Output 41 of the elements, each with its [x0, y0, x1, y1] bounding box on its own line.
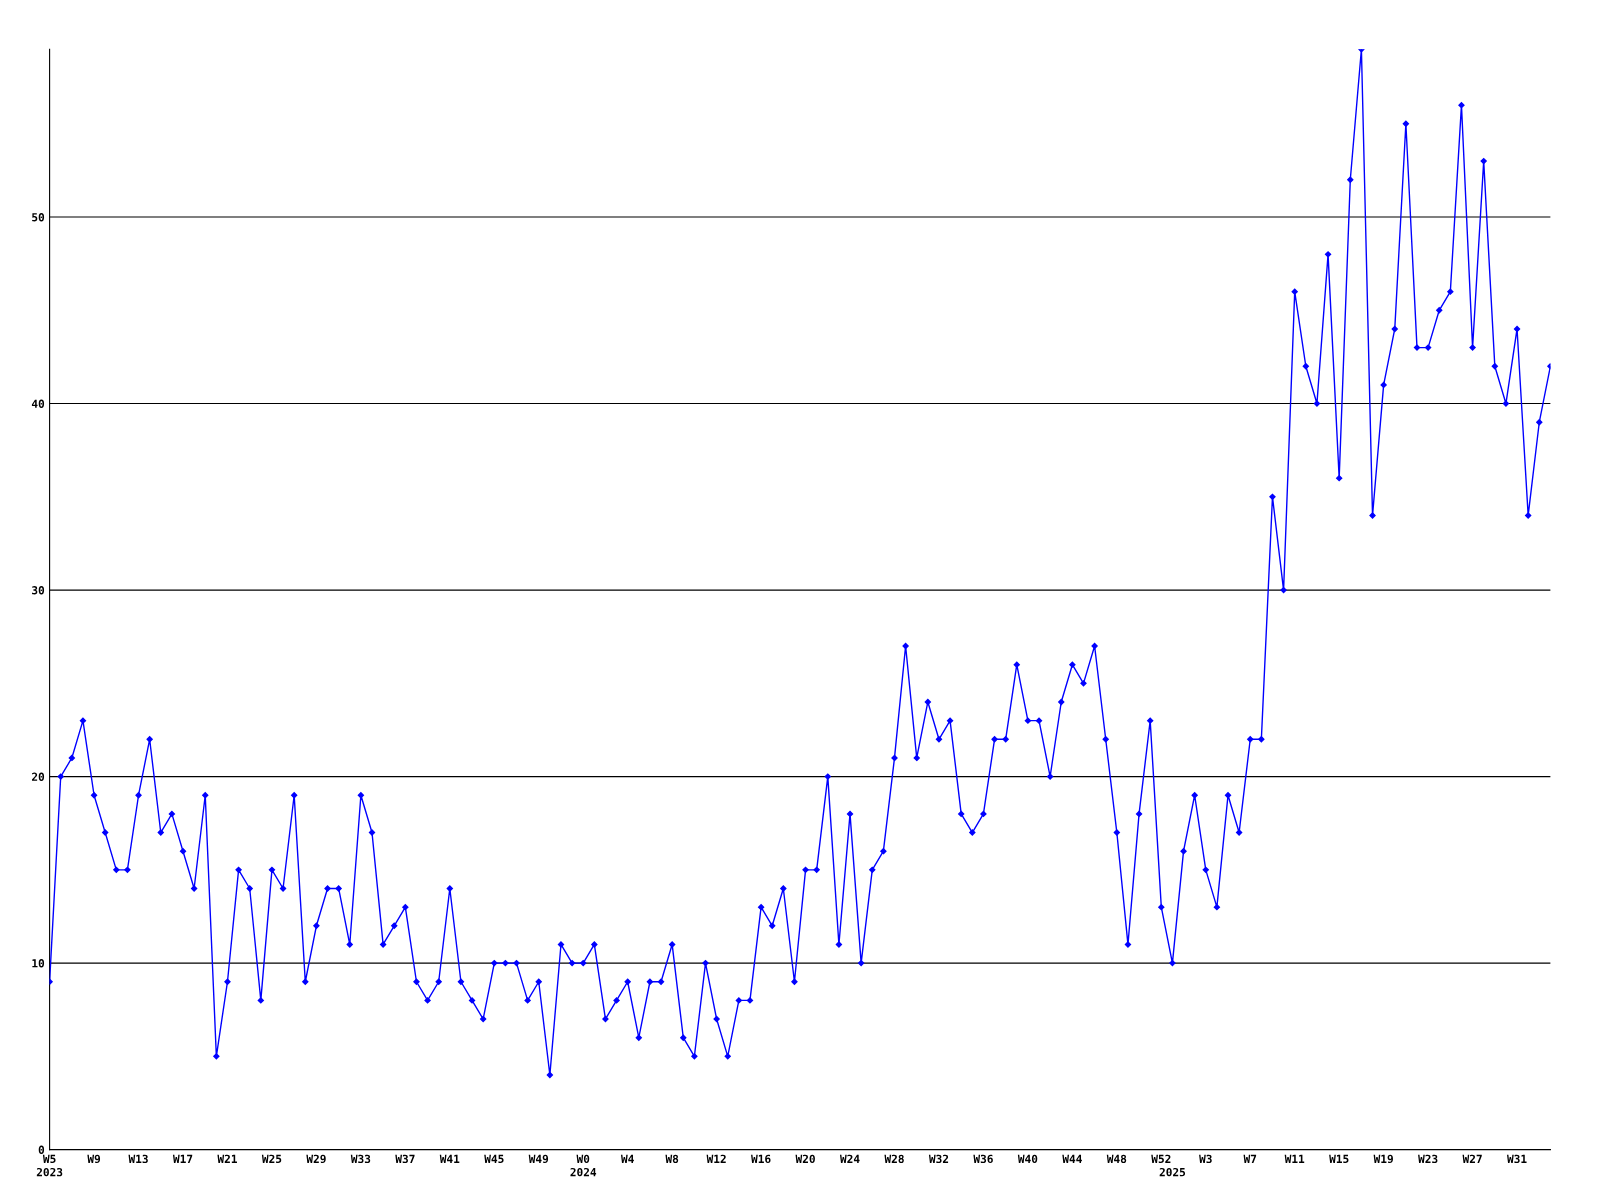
x-tick-label: W48	[1106, 1154, 1127, 1164]
x-tick-label: W36	[973, 1154, 993, 1164]
x-tick-label: W25	[261, 1154, 282, 1164]
y-tick-label: 50	[32, 213, 45, 222]
x-tick-label: W17	[172, 1154, 193, 1163]
x-tick-label: W32	[928, 1154, 949, 1164]
x-tick-label: W27	[1462, 1154, 1482, 1163]
x-tick-label: W3	[1199, 1154, 1212, 1164]
x-tick-label: W9	[87, 1154, 101, 1164]
x-tick-label: W21	[217, 1154, 237, 1163]
x-tick-label: W4	[621, 1154, 634, 1163]
x-tick-label: W15	[1329, 1154, 1349, 1164]
y-tick-label: 0	[38, 1145, 45, 1154]
x-tick-label: W0 2024	[570, 1154, 597, 1177]
x-tick-label: W40	[1017, 1154, 1038, 1164]
y-tick-label: 10	[32, 959, 45, 968]
x-tick-label: W5 2023	[36, 1154, 63, 1177]
x-tick-label: W11	[1284, 1154, 1305, 1163]
x-tick-label: W20	[795, 1154, 815, 1164]
y-tick-label: 30	[32, 586, 45, 595]
y-tick-label: 20	[31, 772, 45, 781]
x-tick-label: 2025	[1159, 1167, 1186, 1177]
x-tick-label: W24	[839, 1154, 860, 1163]
x-tick-label: W7	[1243, 1154, 1257, 1163]
x-tick-label: W31	[1507, 1154, 1527, 1164]
y-tick-label: 40	[31, 399, 45, 408]
x-tick-label: W13	[128, 1154, 148, 1164]
x-tick-label: W29	[306, 1154, 326, 1164]
x-tick-label: W41	[439, 1154, 460, 1163]
x-tick-label: W23	[1418, 1154, 1438, 1164]
x-tick-label: W28	[884, 1154, 904, 1164]
x-tick-label: W37	[395, 1154, 415, 1164]
x-tick-label: W49	[528, 1154, 549, 1164]
x-tick-label: W45	[484, 1154, 504, 1164]
x-tick-label: W44	[1062, 1154, 1082, 1163]
x-tick-label: W52	[1151, 1154, 1171, 1164]
x-tick-label: W19	[1373, 1154, 1393, 1164]
x-tick-label: W8	[665, 1154, 679, 1164]
x-tick-label: W12	[706, 1154, 726, 1163]
x-tick-label: W33	[350, 1154, 371, 1164]
x-tick-label: W16	[751, 1154, 771, 1164]
